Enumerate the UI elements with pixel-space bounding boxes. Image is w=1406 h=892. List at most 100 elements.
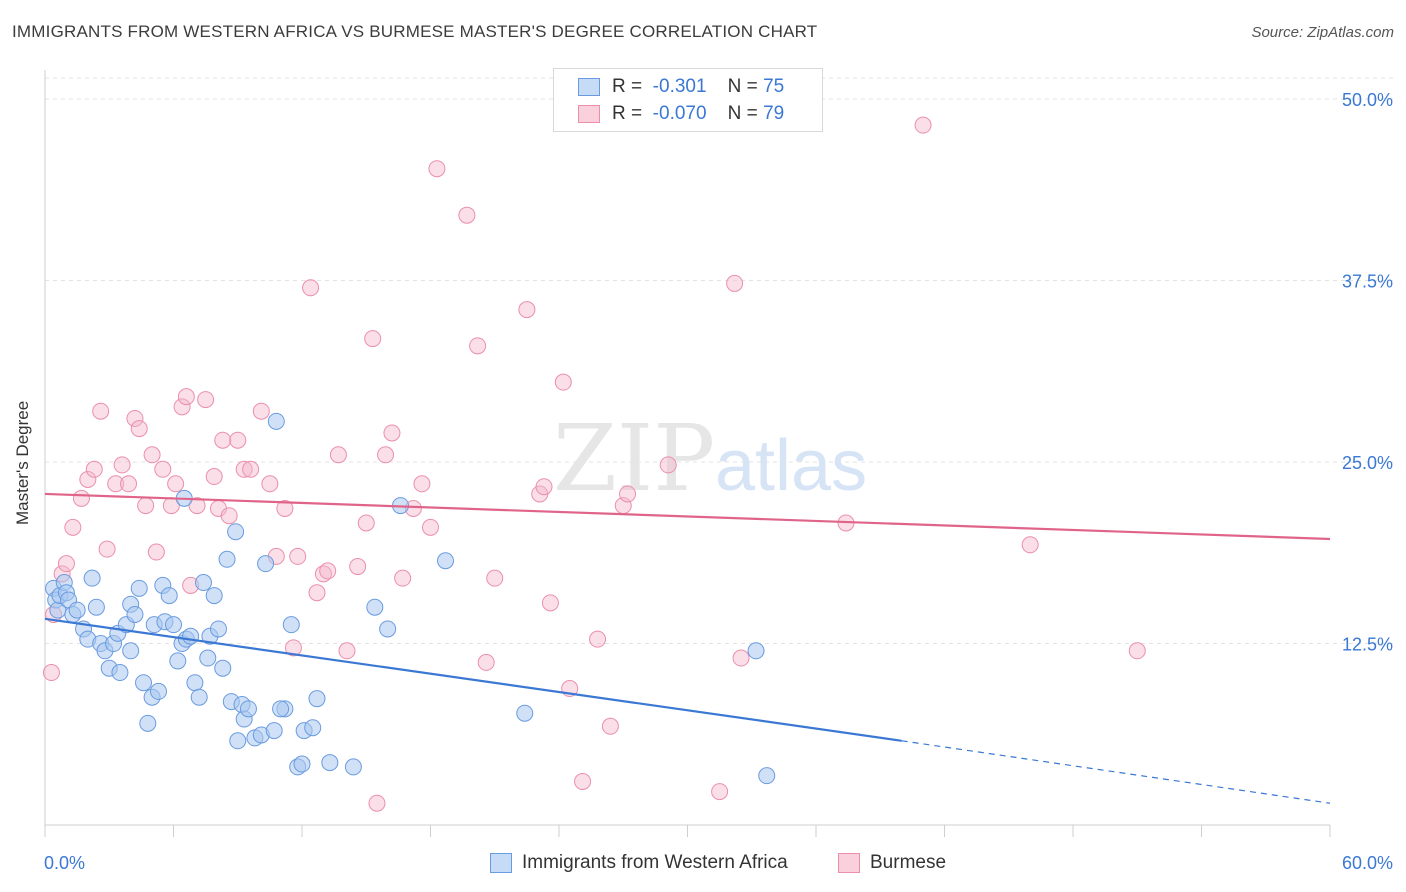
watermark: ZIP atlas xyxy=(553,405,867,512)
western-africa-point xyxy=(194,574,212,592)
western-africa-point xyxy=(111,664,129,682)
western-africa-point xyxy=(150,682,168,700)
burmese-point xyxy=(422,518,439,536)
western-africa-point xyxy=(126,605,144,623)
western-africa-point xyxy=(169,652,187,670)
burmese-trendline xyxy=(44,492,1331,541)
legend-row-western-africa: R = -0.301 N = 75 xyxy=(578,75,784,99)
legend-r-label: R = xyxy=(612,103,643,124)
burmese-point xyxy=(242,460,260,478)
western-africa-point xyxy=(267,412,285,430)
burmese-point xyxy=(177,388,195,406)
burmese-point xyxy=(276,499,294,517)
series-legend: Immigrants from Western Africa Burmese xyxy=(0,852,1406,878)
western-africa-trendline xyxy=(44,617,902,742)
grid-lines xyxy=(45,77,1393,645)
burmese-point xyxy=(554,373,572,391)
burmese-point xyxy=(329,446,347,464)
series-legend-western-africa: Immigrants from Western Africa xyxy=(490,852,788,874)
burmese-point xyxy=(349,558,367,576)
western-africa-point xyxy=(308,690,326,708)
western-africa-point xyxy=(293,755,311,773)
legend-r-label: R = xyxy=(612,76,643,97)
western-africa-point xyxy=(366,598,384,616)
burmese-point xyxy=(308,584,326,602)
burmese-point xyxy=(137,497,155,515)
burmese-point xyxy=(261,475,279,493)
western-africa-point xyxy=(182,627,200,645)
x-tick-label-max: 60.0% xyxy=(1342,853,1393,873)
western-africa-point xyxy=(265,722,283,740)
x-tick-label-min: 0.0% xyxy=(44,853,85,873)
western-africa-point xyxy=(344,758,362,776)
legend-r-value: -0.070 xyxy=(652,103,707,124)
burmese-point xyxy=(469,337,487,355)
series-name-western-africa: Immigrants from Western Africa xyxy=(522,852,788,873)
burmese-point xyxy=(574,772,592,790)
tick-labels: 12.5% 25.0% 37.5% 50.0% 0.0% 60.0% xyxy=(44,90,1393,873)
western-africa-point xyxy=(130,579,148,597)
burmese-point xyxy=(383,424,401,442)
legend-swatch-blue xyxy=(578,78,600,96)
burmese-point xyxy=(92,402,110,420)
western-africa-point xyxy=(436,552,454,570)
burmese-point xyxy=(486,569,504,587)
western-africa-point xyxy=(282,616,300,634)
western-africa-point xyxy=(747,642,765,660)
burmese-point xyxy=(413,475,431,493)
axes xyxy=(44,70,1331,837)
burmese-point xyxy=(711,783,729,801)
western-africa-point xyxy=(186,674,204,692)
burmese-point xyxy=(235,460,253,478)
western-africa-point xyxy=(214,659,232,677)
western-africa-point xyxy=(229,732,247,750)
burmese-point xyxy=(173,398,191,416)
western-africa-point xyxy=(209,620,227,638)
western-africa-point xyxy=(321,754,339,772)
burmese-point xyxy=(57,555,75,573)
burmese-point xyxy=(357,514,375,532)
burmese-point xyxy=(428,160,446,178)
burmese-point xyxy=(107,475,125,493)
burmese-point xyxy=(914,116,932,134)
burmese-point xyxy=(541,594,559,612)
western-africa-point xyxy=(257,555,275,573)
western-africa-points xyxy=(45,412,776,785)
western-africa-point xyxy=(272,700,290,718)
burmese-point xyxy=(535,478,553,496)
western-africa-point xyxy=(122,642,140,660)
burmese-point xyxy=(518,301,536,319)
western-africa-point xyxy=(139,714,157,732)
burmese-point xyxy=(98,540,116,558)
burmese-point xyxy=(120,475,138,493)
burmese-point xyxy=(79,470,97,488)
western-africa-point xyxy=(239,700,257,718)
burmese-point xyxy=(130,420,148,438)
chart-title: IMMIGRANTS FROM WESTERN AFRICA VS BURMES… xyxy=(12,22,818,41)
western-africa-point xyxy=(68,601,86,619)
western-africa-point xyxy=(83,569,101,587)
burmese-point xyxy=(458,206,476,224)
burmese-point xyxy=(364,330,382,348)
burmese-point xyxy=(619,485,637,503)
burmese-point xyxy=(167,475,185,493)
western-africa-point xyxy=(516,704,534,722)
burmese-point xyxy=(188,497,206,515)
burmese-point xyxy=(284,639,302,657)
burmese-point xyxy=(1021,536,1039,554)
correlation-legend: R = -0.301 N = 75 R = -0.070 N = 79 xyxy=(553,68,823,132)
burmese-point xyxy=(377,446,395,464)
legend-n-label: N = xyxy=(727,103,758,124)
burmese-point xyxy=(143,446,161,464)
series-swatch-pink xyxy=(838,853,860,873)
trend-lines xyxy=(44,492,1331,804)
burmese-point xyxy=(302,279,320,297)
burmese-point xyxy=(394,569,412,587)
burmese-point xyxy=(252,402,270,420)
western-africa-point xyxy=(165,616,182,634)
burmese-point xyxy=(42,664,60,682)
burmese-point xyxy=(659,456,677,474)
burmese-point xyxy=(601,717,619,735)
burmese-point xyxy=(197,391,215,409)
y-tick-label: 50.0% xyxy=(1342,90,1393,110)
